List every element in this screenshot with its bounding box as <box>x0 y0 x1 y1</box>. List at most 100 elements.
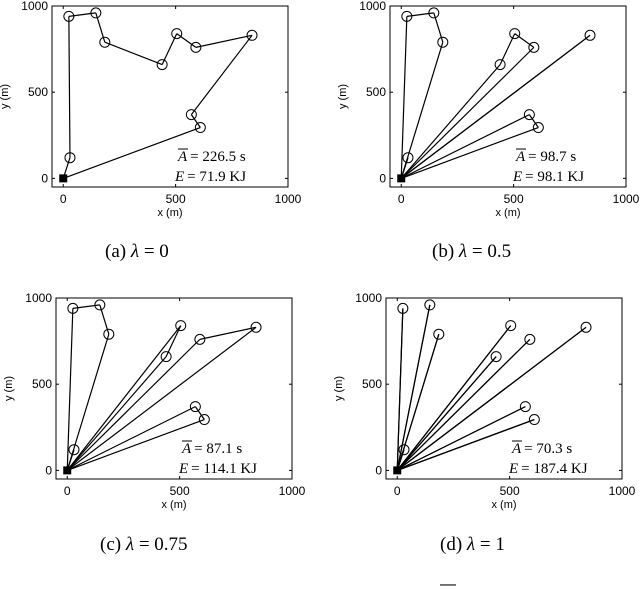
metric-e-symbol: E <box>174 169 184 185</box>
caption-label: (a) <box>105 241 127 262</box>
caption-lambda: λ <box>125 534 135 555</box>
waypoint-marker <box>63 10 75 22</box>
caption-b: (b) λ = 0.5 <box>432 241 511 263</box>
metric-a: A = 87.1 s <box>181 441 242 457</box>
route-segment <box>68 16 71 158</box>
y-tick-label: 0 <box>41 171 48 185</box>
y-tick-label: 0 <box>375 463 382 477</box>
waypoint-marker <box>246 29 258 41</box>
waypoint-marker <box>401 10 413 22</box>
route-segment <box>397 418 535 471</box>
metric-a-value: = 226.5 s <box>190 149 246 165</box>
x-tick-label: 500 <box>500 484 520 498</box>
route-segment <box>499 33 516 65</box>
panel-a: 0 500 1000 0 500 1000 x (m) y (m) A = 226.5 s E = 7… <box>0 0 302 219</box>
route-segment <box>400 34 591 179</box>
y-axis-label: y (m) <box>333 376 345 401</box>
route-segment <box>190 34 253 115</box>
x-tick-label: 1000 <box>275 192 302 206</box>
caption-label: (b) <box>432 241 455 262</box>
metric-a-value: = 87.1 s <box>194 441 242 457</box>
route-segment <box>514 33 535 48</box>
route-segment <box>396 338 531 471</box>
waypoint-marker <box>190 41 202 53</box>
waypoint-marker <box>523 109 535 121</box>
y-axis-label: y (m) <box>337 84 349 109</box>
x-tick-label: 0 <box>60 192 67 206</box>
waypoint-marker <box>519 401 531 413</box>
route-segment <box>66 326 257 471</box>
metric-a: A = 98.7 s <box>515 149 576 165</box>
route-segment <box>400 114 530 179</box>
y-tick-label: 500 <box>32 377 52 391</box>
x-tick-label: 0 <box>64 484 71 498</box>
waypoint-marker <box>580 321 592 333</box>
panel-d: 0 500 1000 0 500 1000 x (m) y (m) A = 70.3 s E = 18… <box>333 291 636 511</box>
waypoint-marker <box>424 299 436 311</box>
route-segment <box>401 126 539 179</box>
caption-d: (d) λ = 1 <box>440 534 505 556</box>
waypoint-marker <box>175 320 187 332</box>
x-tick-label: 500 <box>504 192 524 206</box>
waypoint-marker <box>189 401 201 413</box>
route-segment <box>400 16 408 179</box>
metric-a-value: = 70.3 s <box>524 441 572 457</box>
caption-lambda: λ <box>130 241 140 262</box>
route-segment <box>66 308 74 471</box>
waypoint-marker <box>94 299 106 311</box>
route-segment <box>66 325 182 471</box>
route-segment <box>104 41 163 66</box>
metric-a: A = 70.3 s <box>511 441 572 457</box>
route-segment <box>63 126 201 179</box>
route-segment <box>396 406 526 471</box>
metric-e-symbol: E <box>512 169 522 185</box>
route-segment <box>66 356 167 471</box>
axes-box <box>389 5 627 188</box>
waypoint-marker <box>402 152 414 164</box>
x-tick-label: 1000 <box>609 484 636 498</box>
waypoint-marker <box>68 444 80 456</box>
x-tick-label: 500 <box>166 192 186 206</box>
x-tick-label: 0 <box>398 192 405 206</box>
y-tick-label: 1000 <box>21 0 48 13</box>
route-segment <box>66 338 201 471</box>
waypoint-marker <box>103 328 115 340</box>
route-segment <box>66 406 196 471</box>
caption-value: = 0.75 <box>138 534 188 555</box>
axes-box <box>385 297 623 480</box>
waypoint-marker <box>494 59 506 71</box>
x-axis-label: x (m) <box>495 207 520 219</box>
waypoint-marker <box>160 351 172 363</box>
x-tick-label: 1000 <box>613 192 640 206</box>
axes-box <box>51 5 289 188</box>
y-tick-label: 0 <box>379 171 386 185</box>
route-segment <box>396 326 587 471</box>
route-segment <box>396 308 404 471</box>
route-segment <box>66 334 110 471</box>
waypoint-marker <box>99 36 111 48</box>
metric-e-value: = 187.4 KJ <box>521 461 588 477</box>
metric-e-value: = 114.1 KJ <box>191 461 257 477</box>
route-segment <box>67 418 205 471</box>
y-axis-label: y (m) <box>3 376 15 401</box>
axes-box <box>55 297 293 480</box>
waypoint-marker <box>509 28 521 40</box>
route-segment <box>165 325 182 357</box>
y-tick-label: 1000 <box>359 0 386 13</box>
waypoint-marker <box>64 152 76 164</box>
metric-e: E = 98.1 KJ <box>512 169 584 185</box>
metric-e: E = 71.9 KJ <box>174 169 246 185</box>
y-tick-label: 1000 <box>355 291 382 305</box>
waypoint-marker <box>524 333 536 345</box>
x-axis-label: x (m) <box>491 499 516 511</box>
caption-label: (c) <box>100 534 122 555</box>
waypoint-marker <box>250 321 262 333</box>
x-axis-label: x (m) <box>157 207 182 219</box>
depot-marker <box>63 466 72 475</box>
y-tick-label: 500 <box>28 85 48 99</box>
route-segment <box>396 304 431 471</box>
route-segment <box>194 406 205 420</box>
route-segment <box>400 46 535 179</box>
route-segment <box>400 64 501 179</box>
